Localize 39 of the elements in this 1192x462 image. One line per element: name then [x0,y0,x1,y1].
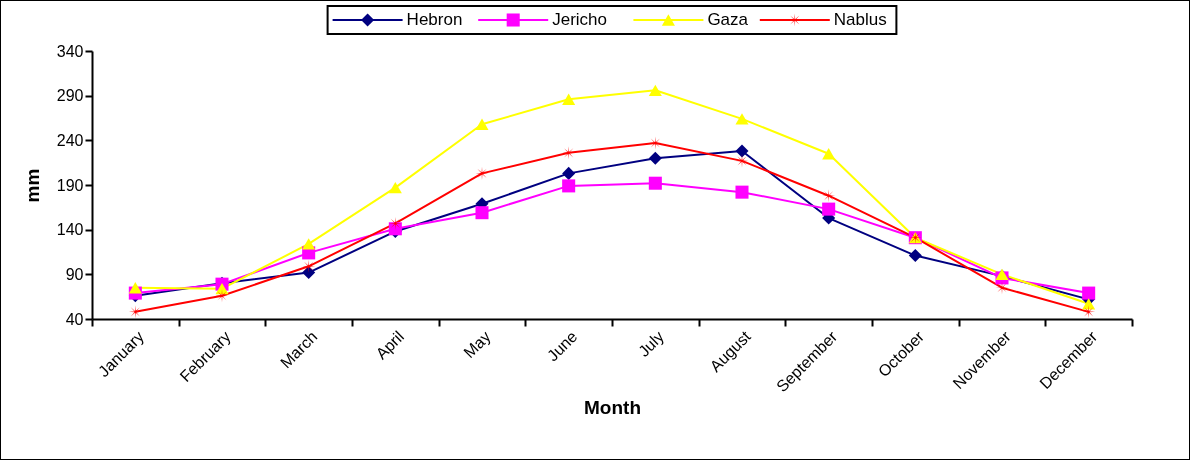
legend-label: Nablus [833,10,887,29]
point [1082,298,1096,310]
point [128,282,142,294]
x-tick-label: May [460,327,494,362]
point [1082,286,1096,300]
point [735,185,749,199]
y-axis-title: mm [21,168,43,203]
point [822,189,836,203]
y-tick-label: 240 [56,131,84,149]
point [302,238,316,250]
point [562,166,576,180]
y-tick-label: 140 [56,221,84,239]
point [388,182,402,194]
y-tick-label: 40 [65,310,84,328]
y-tick-label: 90 [65,265,84,283]
point [735,144,749,158]
point [822,148,836,160]
point [302,259,316,273]
y-tick-label: 190 [56,176,84,194]
legend-label: Gaza [707,10,749,29]
point [822,202,836,216]
point [908,249,922,263]
point [648,84,662,96]
point [388,216,402,230]
point [475,118,489,130]
legend-label: Hebron [406,10,463,29]
x-axis-title: Month [584,397,641,419]
point [562,179,576,193]
point [648,151,662,165]
point [735,113,749,125]
point [562,93,576,105]
y-tick-label: 290 [56,87,84,105]
x-tick-label: July [635,327,668,360]
point [648,176,662,190]
point [215,282,229,295]
point [475,206,489,220]
y-tick-label: 340 [56,42,84,60]
point [302,266,316,280]
legend-label: Jericho [552,10,608,29]
